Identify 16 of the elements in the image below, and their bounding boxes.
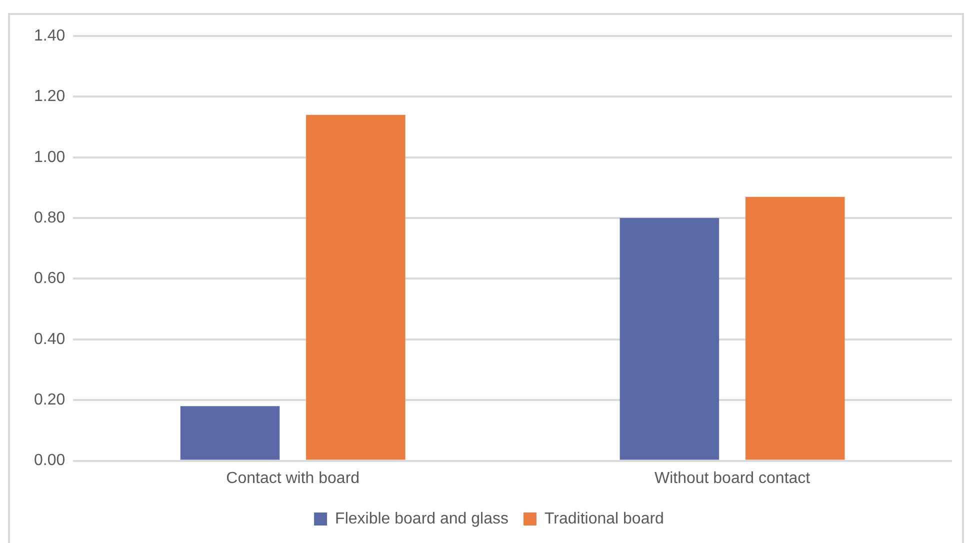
x-tick-label: Contact with board	[226, 470, 360, 487]
y-tick-label: 0.40	[34, 330, 66, 348]
x-tick-label: Without board contact	[654, 470, 811, 487]
y-tick-label: 1.20	[34, 88, 66, 106]
y-tick-label: 0.80	[34, 209, 66, 226]
y-tick-label: 0.60	[34, 270, 66, 288]
legend-label: Flexible board and glass	[335, 510, 508, 528]
y-tick-label: 1.00	[34, 148, 66, 166]
y-tick-label: 0.00	[34, 452, 66, 470]
legend-label: Traditional board	[544, 510, 664, 528]
bar	[745, 196, 845, 460]
bar	[306, 114, 406, 460]
bar	[620, 218, 720, 460]
y-tick-label: 1.40	[34, 27, 66, 44]
y-tick-label: 0.20	[34, 392, 66, 409]
bar	[180, 406, 280, 460]
